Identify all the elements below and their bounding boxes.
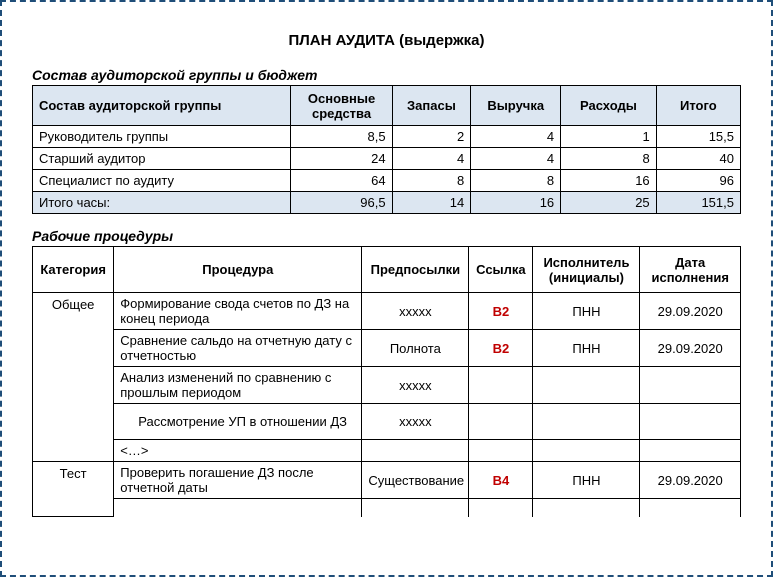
t1-h-c3: Выручка [471, 86, 561, 126]
cell [469, 440, 533, 462]
t2-h-premise: Предпосылки [362, 247, 469, 293]
t1-h-c1: Основные средства [291, 86, 392, 126]
cell-date: 29.09.2020 [640, 330, 741, 367]
cell-premise: ххххх [362, 293, 469, 330]
page-title: ПЛАН АУДИТА (выдержка) [32, 32, 741, 49]
cell-premise: ххххх [362, 404, 469, 440]
cell [640, 499, 741, 517]
cell: 96 [656, 170, 740, 192]
cell: 1 [561, 126, 657, 148]
cell-performer: ПНН [533, 293, 640, 330]
t2-h-procedure: Процедура [114, 247, 362, 293]
cell-category: Общее [33, 293, 114, 462]
table-row [33, 499, 741, 517]
table-row: Анализ изменений по сравнению с прошлым … [33, 367, 741, 404]
table-row: Общее Формирование свода счетов по ДЗ на… [33, 293, 741, 330]
cell-link: В2 [469, 330, 533, 367]
cell: 16 [561, 170, 657, 192]
cell: 8 [561, 148, 657, 170]
table-row: Специалист по аудиту 64 8 8 16 96 [33, 170, 741, 192]
cell: 4 [471, 148, 561, 170]
cell-ellipsis: <…> [114, 440, 362, 462]
cell-category: Тест [33, 462, 114, 517]
cell [362, 440, 469, 462]
cell-date [640, 367, 741, 404]
cell: 8 [392, 170, 471, 192]
cell-date: 29.09.2020 [640, 462, 741, 499]
cell-link [469, 367, 533, 404]
cell: 40 [656, 148, 740, 170]
cell-procedure: Формирование свода счетов по ДЗ на конец… [114, 293, 362, 330]
section2-title: Рабочие процедуры [32, 228, 741, 244]
cell-label: Итого часы: [33, 192, 291, 214]
cell-label: Старший аудитор [33, 148, 291, 170]
cell-performer [533, 404, 640, 440]
cell-label: Руководитель группы [33, 126, 291, 148]
cell-performer: ПНН [533, 462, 640, 499]
t2-h-date: Дата исполнения [640, 247, 741, 293]
table-row: <…> [33, 440, 741, 462]
table-row-total: Итого часы: 96,5 14 16 25 151,5 [33, 192, 741, 214]
procedures-table: Категория Процедура Предпосылки Ссылка И… [32, 246, 741, 517]
cell: 2 [392, 126, 471, 148]
t1-h-c2: Запасы [392, 86, 471, 126]
t2-h-link: Ссылка [469, 247, 533, 293]
table-row: Сравнение сальдо на отчетную дату с отче… [33, 330, 741, 367]
cell-premise: Полнота [362, 330, 469, 367]
cell: 15,5 [656, 126, 740, 148]
cell: 24 [291, 148, 392, 170]
section1-title: Состав аудиторской группы и бюджет [32, 67, 741, 83]
cell: 4 [471, 126, 561, 148]
t1-h-c5: Итого [656, 86, 740, 126]
cell: 151,5 [656, 192, 740, 214]
cell-date: 29.09.2020 [640, 293, 741, 330]
cell [362, 499, 469, 517]
table-row: Старший аудитор 24 4 4 8 40 [33, 148, 741, 170]
cell: 64 [291, 170, 392, 192]
cell: 14 [392, 192, 471, 214]
link-ref: В2 [493, 341, 510, 356]
cell-performer [533, 367, 640, 404]
cell: 8,5 [291, 126, 392, 148]
cell [469, 499, 533, 517]
document-frame: ПЛАН АУДИТА (выдержка) Состав аудиторско… [0, 0, 773, 577]
cell [533, 499, 640, 517]
table-row: Тест Проверить погашение ДЗ после отчетн… [33, 462, 741, 499]
table-row: Руководитель группы 8,5 2 4 1 15,5 [33, 126, 741, 148]
cell-procedure: Сравнение сальдо на отчетную дату с отче… [114, 330, 362, 367]
cell-performer: ПНН [533, 330, 640, 367]
cell-link: В4 [469, 462, 533, 499]
link-ref: В4 [493, 473, 510, 488]
link-ref: В2 [493, 304, 510, 319]
cell [533, 440, 640, 462]
cell-link [469, 404, 533, 440]
cell [640, 440, 741, 462]
cell-procedure: Рассмотрение УП в отношении ДЗ [114, 404, 362, 440]
t2-h-category: Категория [33, 247, 114, 293]
cell: 96,5 [291, 192, 392, 214]
budget-table: Состав аудиторской группы Основные средс… [32, 85, 741, 214]
cell-premise: Существование [362, 462, 469, 499]
cell-date [640, 404, 741, 440]
cell-link: В2 [469, 293, 533, 330]
cell: 16 [471, 192, 561, 214]
cell-label: Специалист по аудиту [33, 170, 291, 192]
t1-h-group: Состав аудиторской группы [33, 86, 291, 126]
cell [114, 499, 362, 517]
cell: 4 [392, 148, 471, 170]
cell-procedure: Анализ изменений по сравнению с прошлым … [114, 367, 362, 404]
cell-procedure: Проверить погашение ДЗ после отчетной да… [114, 462, 362, 499]
t1-h-c4: Расходы [561, 86, 657, 126]
t2-h-performer: Исполнитель (инициалы) [533, 247, 640, 293]
table-row: Рассмотрение УП в отношении ДЗ ххххх [33, 404, 741, 440]
cell: 25 [561, 192, 657, 214]
cell: 8 [471, 170, 561, 192]
cell-premise: ххххх [362, 367, 469, 404]
